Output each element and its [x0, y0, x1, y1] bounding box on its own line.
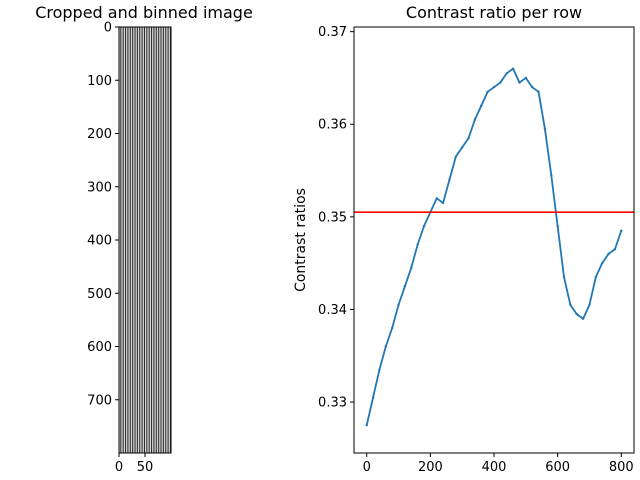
image-panel-title: Cropped and binned image — [35, 3, 253, 22]
contrast-ratio-point — [518, 81, 521, 84]
image-stripe — [155, 27, 157, 453]
contrast-ratio-point — [581, 317, 585, 320]
image-stripe — [132, 27, 134, 453]
image-y-axis: 0 100 200 300 400 500 600 700 — [87, 21, 119, 408]
image-stripe — [160, 27, 162, 453]
contrast-ratio-point — [505, 72, 508, 75]
x-tick-label: 800 — [609, 460, 634, 475]
image-x-axis: 0 50 — [115, 453, 153, 475]
contrast-ratio-point — [550, 173, 553, 177]
contrast-ratio-point — [569, 303, 572, 307]
image-stripe — [122, 27, 124, 453]
contrast-ratio-point — [556, 224, 559, 228]
y-tick-label: 0.37 — [318, 25, 347, 40]
image-stripe — [129, 27, 131, 453]
contrast-ratio-point — [530, 86, 534, 89]
contrast-ratio-point — [613, 248, 617, 251]
contrast-ratio-point — [607, 252, 610, 256]
contrast-ratio-point — [537, 90, 540, 94]
contrast-ratio-point — [467, 136, 470, 140]
image-y-tick-label: 600 — [87, 340, 112, 355]
x-tick-label: 600 — [545, 460, 570, 475]
image-y-tick-label: 500 — [87, 287, 112, 302]
contrast-ratio-point — [454, 155, 458, 158]
contrast-ratio-point — [403, 285, 407, 288]
contrast-ratio-point — [543, 127, 547, 131]
image-stripe — [167, 27, 169, 453]
contrast-ratio-point — [480, 104, 483, 107]
contrast-ratio-line — [365, 67, 623, 426]
image-stripe — [134, 27, 136, 453]
contrast-ratio-point — [524, 76, 528, 80]
image-stripe — [148, 27, 150, 453]
contrast-ratio-point — [378, 368, 381, 371]
x-tick-label: 400 — [482, 460, 507, 475]
contrast-ratio-point — [588, 303, 591, 307]
y-axis: 0.33 0.34 0.35 0.36 0.37 — [318, 25, 354, 411]
contrast-panel: Contrast ratio per row Contrast ratios 0… — [293, 3, 635, 475]
image-stripe — [136, 27, 138, 453]
contrast-ratio-point — [390, 326, 394, 330]
contrast-ratio-point — [397, 303, 400, 307]
image-stripe — [125, 27, 127, 453]
contrast-ratio-point — [410, 266, 413, 269]
y-tick-label: 0.33 — [318, 396, 347, 411]
contrast-ratio-point — [499, 81, 502, 84]
contrast-ratio-point — [441, 201, 445, 205]
x-axis: 0 200 400 600 800 — [363, 453, 634, 475]
image-stripe — [153, 27, 155, 453]
image-stripe — [169, 27, 171, 453]
image-y-tick-label: 700 — [87, 393, 112, 408]
x-tick-label: 0 — [363, 460, 371, 475]
stripe-image — [119, 27, 171, 453]
image-y-tick-label: 400 — [87, 234, 112, 249]
image-stripe — [165, 27, 167, 453]
image-y-tick-label: 100 — [87, 74, 112, 89]
image-y-tick-label: 0 — [104, 21, 112, 36]
image-y-tick-label: 300 — [87, 180, 112, 195]
contrast-ratio-point — [562, 275, 566, 279]
image-x-tick-label: 0 — [115, 460, 123, 475]
contrast-panel-title: Contrast ratio per row — [406, 3, 582, 22]
plot-area — [354, 67, 634, 427]
contrast-ratio-point — [492, 86, 496, 89]
image-stripe — [158, 27, 160, 453]
contrast-ratio-point — [511, 67, 515, 70]
contrast-ratio-point — [575, 312, 578, 316]
contrast-ratio-point — [486, 90, 489, 94]
contrast-ratio-point — [594, 275, 598, 279]
image-x-tick-label: 50 — [137, 460, 154, 475]
image-y-tick-label: 200 — [87, 127, 112, 142]
contrast-ratio-point — [460, 146, 464, 149]
image-stripe — [141, 27, 143, 453]
contrast-ratio-point — [435, 197, 438, 200]
contrast-ratio-point — [384, 345, 388, 348]
image-stripe — [127, 27, 129, 453]
contrast-ratio-point — [365, 424, 368, 427]
y-tick-label: 0.36 — [318, 118, 347, 133]
contrast-ratio-point — [422, 224, 426, 228]
plot-frame — [353, 26, 635, 454]
x-tick-label: 200 — [418, 460, 443, 475]
image-stripe — [151, 27, 153, 453]
y-tick-label: 0.35 — [318, 210, 347, 225]
image-panel: Cropped and binned image 0 100 200 300 400 50… — [35, 3, 253, 475]
image-stripe — [162, 27, 164, 453]
image-stripe — [146, 27, 148, 453]
image-stripe — [143, 27, 145, 453]
contrast-ratio-point — [371, 396, 375, 399]
contrast-ratio-point — [416, 243, 419, 246]
contrast-ratio-point — [448, 178, 451, 181]
image-stripe — [120, 27, 122, 453]
y-tick-label: 0.34 — [318, 303, 347, 318]
y-axis-label: Contrast ratios — [293, 188, 309, 292]
contrast-ratio-point — [473, 118, 477, 121]
contrast-ratio-point — [620, 229, 623, 232]
image-stripe — [139, 27, 141, 453]
contrast-ratio-point — [600, 261, 604, 265]
